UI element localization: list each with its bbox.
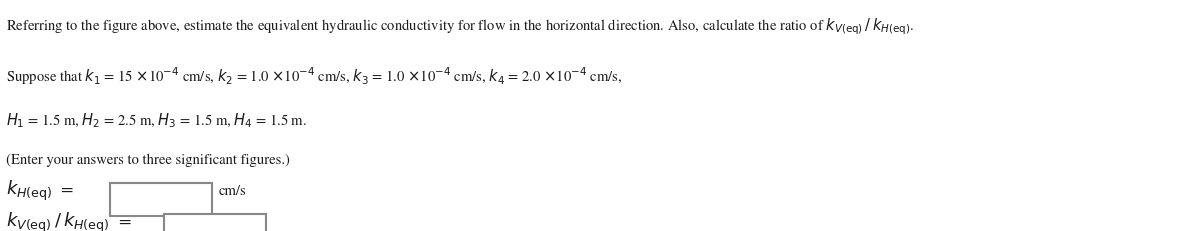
Text: cm/s: cm/s [218, 184, 246, 197]
Text: $H_1$ = 1.5 m, $H_2$ = 2.5 m, $H_3$ = 1.5 m, $H_4$ = 1.5 m.: $H_1$ = 1.5 m, $H_2$ = 2.5 m, $H_3$ = 1.… [6, 111, 307, 129]
FancyBboxPatch shape [164, 214, 266, 231]
Text: (Enter your answers to three significant figures.): (Enter your answers to three significant… [6, 152, 290, 166]
Text: $k_{V(\rm eq)}\,/\,k_{H(\rm eq)}$  =: $k_{V(\rm eq)}\,/\,k_{H(\rm eq)}$ = [6, 210, 132, 231]
FancyBboxPatch shape [110, 184, 212, 216]
Text: $k_{H(\rm eq)}$  =: $k_{H(\rm eq)}$ = [6, 179, 74, 203]
Text: Suppose that $k_1$ = 15 $\times$10$^{-4}$ cm/s, $k_2$ = 1.0 $\times$10$^{-4}$ cm: Suppose that $k_1$ = 15 $\times$10$^{-4}… [6, 65, 623, 86]
Text: Referring to the figure above, estimate the equivalent hydraulic conductivity fo: Referring to the figure above, estimate … [6, 16, 914, 37]
